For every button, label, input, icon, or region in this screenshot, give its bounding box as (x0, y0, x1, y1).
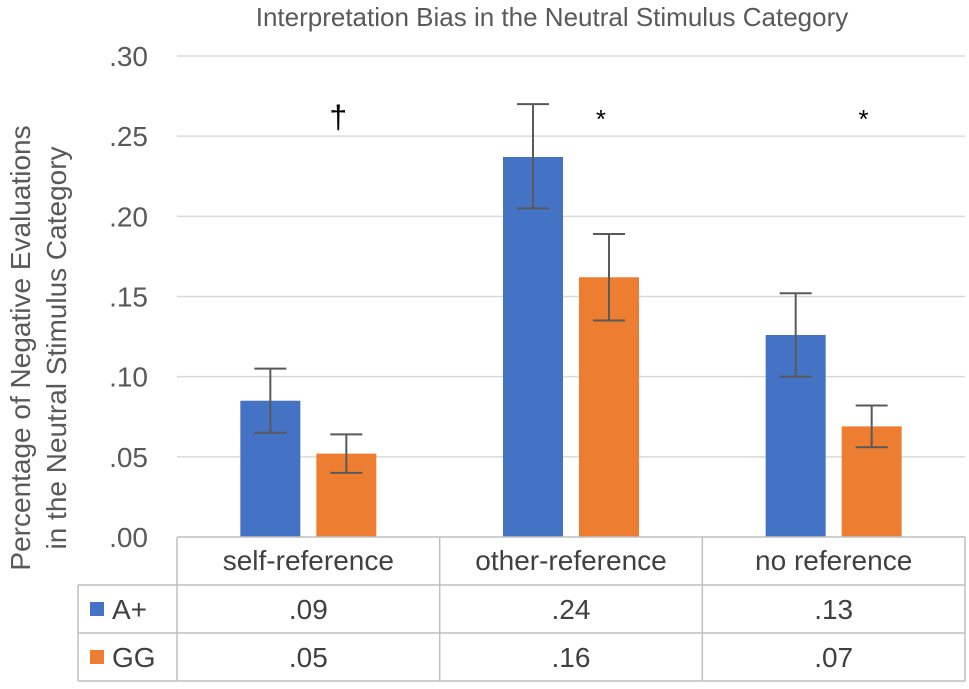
y-tick-label: .15 (109, 282, 148, 313)
error-bar (330, 433, 363, 474)
y-axis-title-line-1: Percentage of Negative Evaluations (5, 125, 36, 570)
y-tick-label: .20 (109, 201, 148, 232)
table-value: .16 (552, 642, 591, 673)
y-tick-label: .10 (109, 362, 148, 393)
legend-swatch (90, 650, 104, 664)
category-label: self-reference (223, 545, 394, 576)
significance-marker: † (329, 99, 347, 135)
error-bar (593, 232, 625, 322)
y-axis-ticks: .00 .05 .10 .15 .20 .25 .30 (109, 41, 148, 553)
table-value: .13 (814, 594, 853, 625)
y-axis-title: Percentage of Negative Evaluations in th… (5, 125, 72, 570)
category-label: no reference (755, 545, 912, 576)
y-tick-label: .00 (109, 522, 148, 553)
error-bar (779, 292, 812, 378)
bars (240, 157, 902, 537)
significance-markers: † * * (329, 99, 868, 135)
error-bars (254, 103, 888, 474)
legend-swatch (90, 602, 104, 616)
data-table: self-reference other-reference no referenc… (77, 536, 966, 682)
table-value: .09 (289, 594, 328, 625)
legend-label: A+ (112, 594, 147, 625)
significance-marker: * (596, 104, 606, 134)
error-bar (254, 367, 287, 434)
error-bar (855, 404, 888, 449)
table-value: .24 (552, 594, 591, 625)
table-value: .05 (289, 642, 328, 673)
error-bar (517, 103, 549, 210)
legend-label: GG (112, 642, 156, 673)
category-label: other-reference (475, 545, 666, 576)
y-axis-title-line-2: in the Neutral Stimulus Category (41, 146, 72, 549)
bar-A-1 (503, 157, 563, 537)
y-tick-label: .05 (109, 442, 148, 473)
gridlines (177, 55, 965, 458)
chart-title: Interpretation Bias in the Neutral Stimu… (256, 2, 849, 32)
y-tick-label: .25 (109, 121, 148, 152)
y-tick-label: .30 (109, 41, 148, 72)
significance-marker: * (859, 104, 869, 134)
table-value: .07 (814, 642, 853, 673)
